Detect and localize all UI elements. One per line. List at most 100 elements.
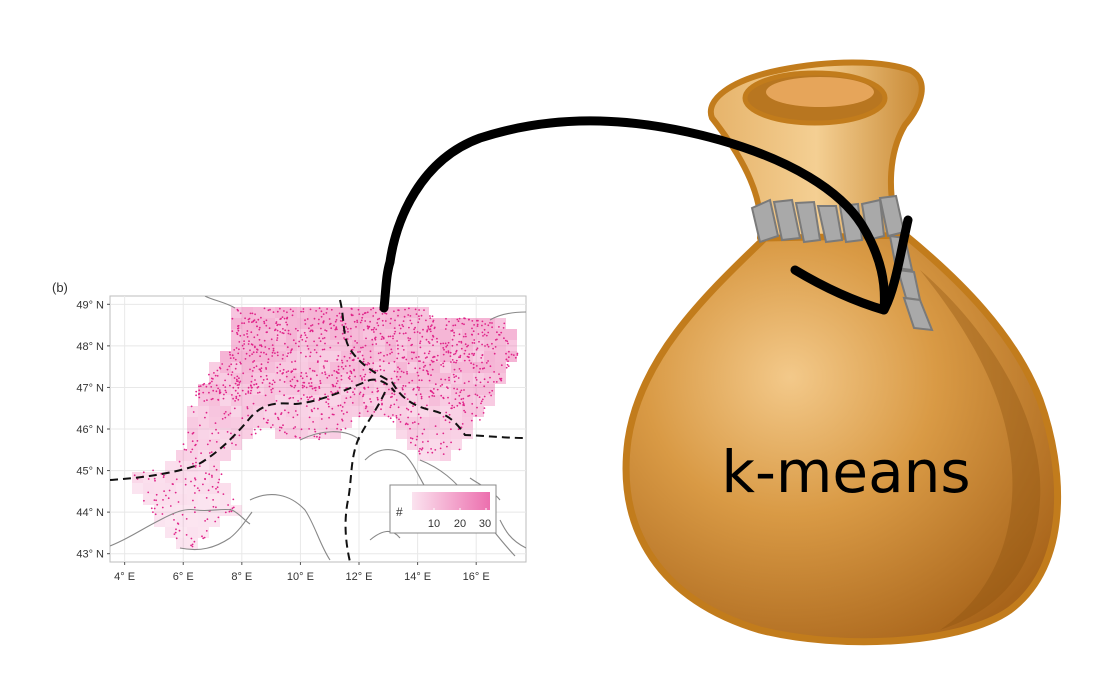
density-cell <box>440 362 451 373</box>
occurrence-point <box>234 389 237 392</box>
occurrence-point <box>495 381 498 383</box>
occurrence-point <box>462 401 464 404</box>
occurrence-point <box>315 351 318 354</box>
occurrence-point <box>386 341 388 344</box>
density-cell <box>385 395 396 406</box>
occurrence-point <box>439 342 442 345</box>
occurrence-point <box>241 322 243 324</box>
density-cell <box>220 494 231 505</box>
occurrence-point <box>406 371 408 373</box>
density-cell <box>308 406 319 417</box>
occurrence-point <box>424 357 427 359</box>
occurrence-point <box>293 368 295 371</box>
lon-tick-label: 10° E <box>287 571 314 583</box>
occurrence-point <box>464 333 467 335</box>
occurrence-point <box>252 361 254 363</box>
density-cell <box>429 395 440 406</box>
occurrence-point <box>309 351 312 354</box>
density-cell <box>253 373 264 384</box>
density-cell <box>330 329 341 340</box>
density-cell <box>154 505 165 516</box>
density-cell <box>319 395 330 406</box>
occurrence-point <box>451 407 453 410</box>
occurrence-point <box>220 473 223 476</box>
occurrence-point <box>468 353 471 355</box>
occurrence-point <box>292 310 294 313</box>
occurrence-point <box>348 378 351 380</box>
occurrence-point <box>205 411 208 414</box>
density-cell <box>231 417 242 428</box>
occurrence-point <box>346 391 349 393</box>
lon-tick-label: 6° E <box>173 571 194 583</box>
occurrence-point <box>381 319 384 322</box>
occurrence-point <box>221 418 224 420</box>
occurrence-point <box>233 377 236 379</box>
occurrence-point <box>359 350 361 353</box>
occurrence-point <box>483 407 486 409</box>
occurrence-point <box>273 381 276 384</box>
occurrence-point <box>260 351 262 354</box>
density-cell <box>462 406 473 417</box>
density-cell <box>341 351 352 362</box>
occurrence-point <box>338 312 341 315</box>
density-cell <box>220 395 231 406</box>
density-cell <box>330 340 341 351</box>
occurrence-point <box>292 396 295 399</box>
occurrence-point <box>237 398 240 401</box>
occurrence-point <box>362 346 364 349</box>
occurrence-point <box>475 365 478 367</box>
occurrence-point <box>464 411 467 414</box>
occurrence-point <box>296 379 299 382</box>
map-panel: (b) <box>52 280 527 583</box>
occurrence-point <box>318 318 320 321</box>
occurrence-point <box>463 404 465 407</box>
occurrence-point <box>229 357 232 359</box>
occurrence-point <box>281 316 284 318</box>
occurrence-point <box>198 385 200 388</box>
density-cell <box>231 384 242 395</box>
occurrence-point <box>413 328 415 331</box>
occurrence-point <box>205 385 208 388</box>
occurrence-point <box>359 391 362 394</box>
density-cell <box>396 318 407 329</box>
occurrence-point <box>266 378 269 381</box>
density-cell <box>220 505 231 516</box>
occurrence-point <box>410 351 413 354</box>
density-cell <box>462 428 473 439</box>
lat-tick-label: 47° N <box>76 382 104 394</box>
occurrence-point <box>491 326 493 329</box>
density-cell <box>286 428 297 439</box>
density-cell <box>330 395 341 406</box>
occurrence-point <box>502 327 505 329</box>
occurrence-point <box>283 394 285 397</box>
occurrence-point <box>388 344 391 346</box>
occurrence-point <box>489 376 491 379</box>
occurrence-point <box>310 324 312 327</box>
occurrence-point <box>265 319 268 322</box>
occurrence-point <box>448 376 450 379</box>
occurrence-point <box>304 323 307 325</box>
density-cell <box>473 373 484 384</box>
density-cell <box>297 318 308 329</box>
density-cell <box>484 362 495 373</box>
density-cell <box>440 329 451 340</box>
occurrence-point <box>428 328 431 331</box>
occurrence-point <box>301 377 304 380</box>
occurrence-point <box>310 395 313 398</box>
density-cell <box>187 483 198 494</box>
occurrence-point <box>480 400 483 403</box>
occurrence-point <box>402 384 405 387</box>
density-cell <box>220 450 231 461</box>
density-cell <box>484 340 495 351</box>
occurrence-point <box>199 385 202 387</box>
occurrence-point <box>418 360 420 362</box>
density-cell <box>462 395 473 406</box>
occurrence-point <box>422 361 425 364</box>
density-cell <box>396 417 407 428</box>
occurrence-point <box>395 416 398 419</box>
occurrence-point <box>374 311 377 314</box>
occurrence-point <box>369 398 371 400</box>
occurrence-point <box>177 523 180 525</box>
density-cell <box>396 362 407 373</box>
occurrence-point <box>283 381 286 383</box>
